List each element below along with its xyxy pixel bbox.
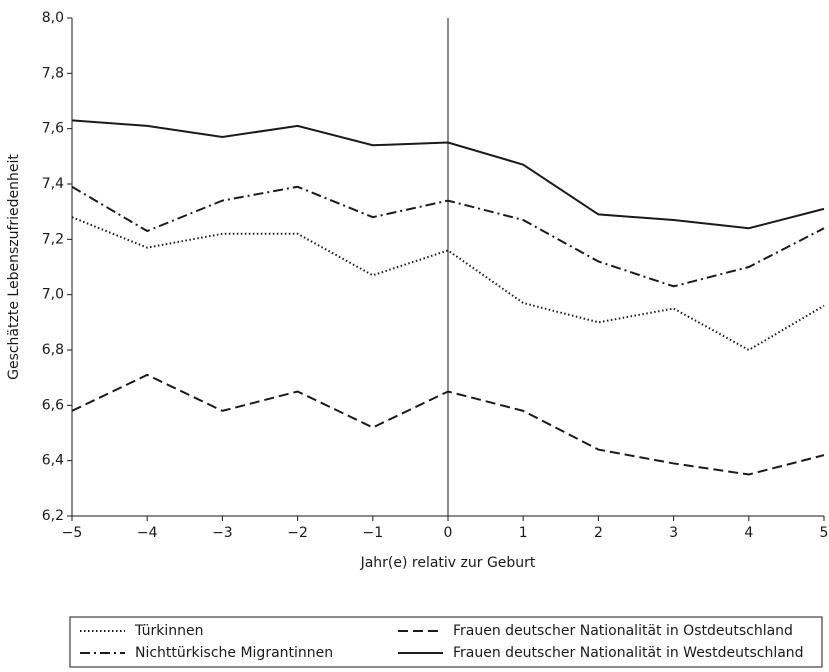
y-tick-label: 7,0 bbox=[42, 287, 64, 303]
x-tick-label: 1 bbox=[519, 525, 528, 541]
y-tick-label: 6,6 bbox=[42, 397, 64, 413]
legend-label: Frauen deutscher Nationalität in Westdeu… bbox=[453, 645, 804, 661]
y-axis-title: Geschätzte Lebenszufriedenheit bbox=[6, 154, 22, 380]
y-tick-label: 6,4 bbox=[42, 453, 64, 469]
legend-label: Frauen deutscher Nationalität in Ostdeut… bbox=[453, 623, 793, 639]
x-axis-title: Jahr(e) relativ zur Geburt bbox=[360, 555, 536, 571]
y-tick-label: 6,8 bbox=[42, 342, 64, 358]
y-tick-label: 7,2 bbox=[42, 231, 64, 247]
x-tick-label: 2 bbox=[594, 525, 603, 541]
y-tick-label: 7,8 bbox=[42, 65, 64, 81]
x-tick-label: −2 bbox=[287, 525, 308, 541]
x-tick-label: −4 bbox=[137, 525, 158, 541]
x-tick-label: 4 bbox=[744, 525, 753, 541]
x-tick-label: 5 bbox=[820, 525, 829, 541]
line-series bbox=[71, 119, 825, 230]
line-series bbox=[71, 373, 825, 476]
legend-label: Nichttürkische Migrantinnen bbox=[135, 645, 333, 661]
y-tick-label: 6,2 bbox=[42, 508, 64, 524]
y-tick-label: 7,6 bbox=[42, 121, 64, 137]
line-series bbox=[71, 185, 825, 288]
y-tick-label: 7,4 bbox=[42, 176, 64, 192]
legend-label: Türkinnen bbox=[134, 623, 204, 639]
x-tick-label: 3 bbox=[669, 525, 678, 541]
x-tick-label: −3 bbox=[212, 525, 233, 541]
x-tick-label: 0 bbox=[444, 525, 453, 541]
x-tick-label: −5 bbox=[62, 525, 83, 541]
x-tick-label: −1 bbox=[362, 525, 383, 541]
line-series bbox=[71, 216, 825, 352]
legend-box bbox=[69, 616, 823, 668]
y-tick-label: 8,0 bbox=[42, 10, 64, 26]
